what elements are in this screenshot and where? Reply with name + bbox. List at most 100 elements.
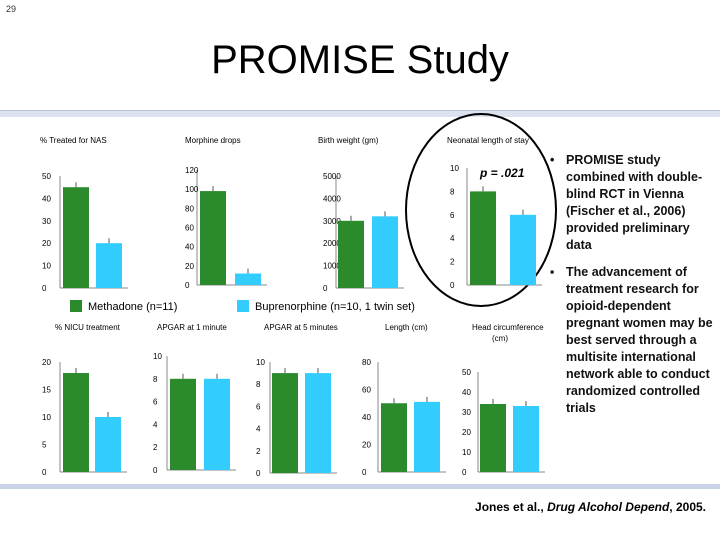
y-tick-label: 0	[42, 284, 47, 293]
y-tick-label: 4	[450, 234, 455, 243]
y-tick-label: 20	[362, 441, 371, 450]
y-tick-label: 5000	[323, 172, 341, 181]
citation: Jones et al., Drug Alcohol Depend, 2005.	[475, 500, 706, 514]
y-tick-label: 40	[42, 194, 51, 203]
y-tick-label: 8	[450, 187, 455, 196]
y-tick-label: 6	[153, 398, 158, 407]
bullet-marker: •	[550, 153, 555, 167]
citation-journal: Drug Alcohol Depend	[547, 500, 670, 514]
chart-title-neonatal-length-of-stay: Neonatal length of stay	[447, 136, 529, 145]
legend-buprenorphine-swatch	[237, 300, 249, 312]
y-tick-label: 40	[362, 413, 371, 422]
y-tick-label: 4	[256, 425, 261, 434]
bar-buprenorphine-apgar-at-5-minutes	[305, 373, 331, 473]
bar-buprenorphine-birth-weight-gm	[372, 216, 398, 288]
y-tick-label: 100	[185, 185, 199, 194]
y-tick-label: 40	[185, 243, 194, 252]
bullet-text: PROMISE study combined with double-blind…	[566, 153, 703, 252]
bar-buprenorphine-neonatal-length-of-stay	[510, 214, 536, 285]
y-tick-label: 0	[256, 469, 261, 478]
y-tick-label: 0	[42, 468, 47, 477]
bar-methadone-length-cm	[381, 403, 407, 472]
chart-title-head-circumference-cm-line2: (cm)	[492, 334, 508, 343]
y-tick-label: 4000	[323, 194, 341, 203]
y-tick-label: 0	[462, 468, 467, 477]
y-tick-label: 60	[362, 386, 371, 395]
y-tick-label: 30	[42, 217, 51, 226]
legend-buprenorphine-label: Buprenorphine (n=10, 1 twin set)	[255, 301, 415, 313]
y-tick-label: 2000	[323, 239, 341, 248]
legend-methadone-swatch	[70, 300, 82, 312]
y-tick-label: 15	[42, 386, 51, 395]
chart-title-apgar-at-1-minute: APGAR at 1 minute	[157, 323, 227, 332]
y-tick-label: 30	[462, 408, 471, 417]
chart-title-treated-for-nas: % Treated for NAS	[40, 136, 107, 145]
title-divider	[0, 110, 720, 117]
bar-methadone-nicu-treatment	[63, 373, 89, 472]
bar-buprenorphine-treated-for-nas	[96, 243, 122, 288]
chart-title-length-cm: Length (cm)	[385, 323, 428, 332]
y-tick-label: 10	[42, 262, 51, 271]
bar-methadone-treated-for-nas	[63, 187, 89, 288]
legend-methadone-label: Methadone (n=11)	[88, 301, 177, 313]
bullet-item: ▪ The advancement of treatment research f…	[548, 264, 718, 417]
chart-title-head-circumference-cm: Head circumference	[472, 323, 544, 332]
y-tick-label: 1000	[323, 262, 341, 271]
y-tick-label: 8	[256, 380, 261, 389]
y-tick-label: 2	[256, 447, 261, 456]
bar-methadone-apgar-at-5-minutes	[272, 373, 298, 473]
bar-buprenorphine-length-cm	[414, 401, 440, 472]
y-tick-label: 80	[185, 204, 194, 213]
y-tick-label: 20	[42, 358, 51, 367]
y-tick-label: 0	[185, 281, 190, 290]
y-tick-label: 6	[256, 402, 261, 411]
y-tick-label: 20	[185, 262, 194, 271]
y-tick-label: 0	[450, 281, 455, 290]
bar-methadone-morphine-drops	[200, 191, 226, 285]
bar-methadone-apgar-at-1-minute	[170, 378, 196, 470]
slide-number: 29	[6, 4, 17, 14]
bullet-marker: ▪	[550, 265, 555, 279]
y-tick-label: 50	[462, 368, 471, 377]
y-tick-label: 10	[42, 413, 51, 422]
bar-buprenorphine-head-circumference-cm	[513, 406, 539, 472]
bar-methadone-head-circumference-cm	[480, 404, 506, 472]
chart-title-birth-weight-gm: Birth weight (gm)	[318, 136, 379, 145]
y-tick-label: 40	[462, 388, 471, 397]
y-tick-label: 10	[450, 164, 459, 173]
slide-title: PROMISE Study	[211, 38, 509, 82]
y-tick-label: 0	[323, 284, 328, 293]
bar-buprenorphine-apgar-at-1-minute	[204, 378, 230, 470]
y-tick-label: 8	[153, 375, 158, 384]
y-tick-label: 50	[42, 172, 51, 181]
chart-title-apgar-at-5-minutes: APGAR at 5 minutes	[264, 323, 338, 332]
bullet-item: • PROMISE study combined with double-blin…	[548, 152, 718, 254]
y-tick-label: 4	[153, 420, 158, 429]
highlight-ellipse	[405, 113, 557, 307]
y-tick-label: 2	[153, 443, 158, 452]
bar-methadone-birth-weight-gm	[338, 220, 364, 288]
y-tick-label: 10	[153, 352, 162, 361]
legend: Methadone (n=11) Buprenorphine (n=10, 1 …	[70, 300, 415, 313]
y-tick-label: 6	[450, 211, 455, 220]
y-tick-label: 0	[362, 468, 367, 477]
y-tick-label: 5	[42, 441, 47, 450]
y-tick-label: 3000	[323, 217, 341, 226]
y-tick-label: 10	[256, 358, 265, 367]
chart-title-morphine-drops: Morphine drops	[185, 136, 241, 145]
citation-year: , 2005.	[669, 500, 706, 514]
y-tick-label: 80	[362, 358, 371, 367]
y-tick-label: 10	[462, 448, 471, 457]
citation-authors: Jones et al.,	[475, 500, 548, 514]
bar-buprenorphine-morphine-drops	[235, 273, 261, 285]
y-tick-label: 0	[153, 466, 158, 475]
bar-buprenorphine-nicu-treatment	[95, 417, 121, 472]
y-tick-label: 60	[185, 224, 194, 233]
p-value-annotation: p = .021	[479, 166, 525, 180]
bullet-list: • PROMISE study combined with double-blin…	[548, 152, 718, 427]
y-tick-label: 120	[185, 166, 199, 175]
bar-methadone-neonatal-length-of-stay	[470, 191, 496, 285]
title-band	[0, 0, 720, 115]
bullet-text: The advancement of treatment research fo…	[566, 265, 713, 415]
